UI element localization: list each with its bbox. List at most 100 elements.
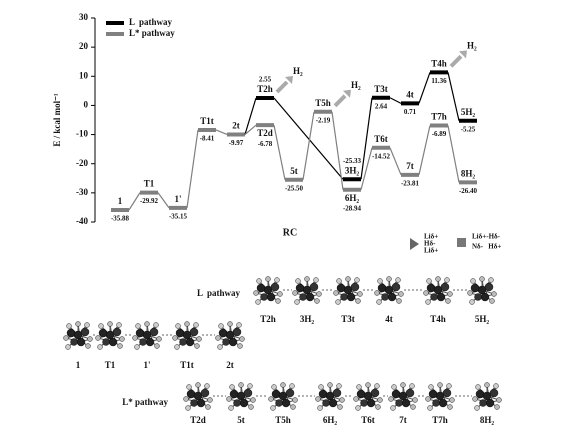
- atom: [135, 328, 145, 338]
- structure-label: T6t: [361, 415, 375, 425]
- atom: [314, 298, 320, 304]
- atom: [480, 292, 490, 302]
- atom: [285, 388, 295, 398]
- atom: [200, 388, 210, 398]
- structure-label: 1: [76, 360, 81, 370]
- atom: [189, 327, 199, 337]
- atom: [375, 404, 381, 410]
- connector: [128, 192, 141, 211]
- atom: [315, 396, 321, 402]
- atom: [336, 383, 342, 389]
- y-tick-label: 20: [79, 41, 89, 51]
- atom: [447, 404, 453, 410]
- atom: [116, 322, 122, 328]
- atom: [360, 399, 368, 407]
- atom: [225, 330, 235, 340]
- atom: [332, 388, 342, 398]
- atom: [154, 343, 160, 349]
- atom: [322, 399, 330, 407]
- atom: [409, 383, 415, 389]
- atom: [401, 398, 411, 408]
- state-label: T6t: [374, 134, 388, 144]
- legend-note: Liδ+: [424, 247, 438, 255]
- atom: [427, 405, 433, 411]
- energy-label: 11.36: [431, 77, 447, 85]
- structure-label: 7t: [399, 415, 407, 425]
- atom: [149, 327, 159, 337]
- connector: [157, 192, 170, 209]
- atom: [270, 282, 280, 292]
- atom: [425, 396, 431, 402]
- atom: [398, 291, 404, 297]
- atom: [316, 291, 322, 297]
- atom: [290, 404, 296, 410]
- state-label: T4h: [431, 58, 447, 68]
- state-label: 5t: [290, 166, 298, 176]
- atom: [218, 328, 228, 338]
- structure-label: T7h: [432, 415, 448, 425]
- structure-label: T5h: [275, 415, 291, 425]
- atom: [232, 327, 242, 337]
- atom: [237, 343, 243, 349]
- atom: [340, 293, 348, 301]
- connector: [331, 111, 344, 190]
- connector: [418, 72, 431, 104]
- atom: [355, 298, 361, 304]
- atom: [376, 299, 382, 305]
- row-title: L* pathway: [122, 397, 168, 407]
- square-icon: [457, 238, 466, 247]
- atom: [309, 282, 319, 292]
- atom: [318, 384, 324, 390]
- atom: [112, 327, 122, 337]
- structure-label: 5H₂: [475, 314, 490, 324]
- structure-label: 1': [143, 360, 150, 370]
- energy-label: -25.50: [285, 184, 304, 192]
- atom: [144, 321, 150, 327]
- energy-label: -6.89: [432, 130, 447, 138]
- atom: [294, 299, 300, 305]
- atom: [469, 299, 475, 305]
- state-label: 2t: [232, 121, 240, 131]
- structure-label: 8H₂: [480, 415, 495, 425]
- state-label: 1': [174, 194, 181, 204]
- atom: [479, 399, 487, 407]
- atom: [491, 291, 497, 297]
- atom: [472, 396, 478, 402]
- atom: [289, 383, 295, 389]
- h2-arrow-head: [285, 75, 293, 84]
- y-tick-label: -20: [76, 158, 88, 168]
- atom: [494, 404, 500, 410]
- connector: [360, 97, 373, 180]
- connector: [389, 97, 402, 104]
- atom: [356, 389, 366, 399]
- atom: [428, 389, 438, 399]
- structure-label: 2t: [226, 360, 234, 370]
- atom: [222, 338, 230, 346]
- atom: [215, 335, 221, 341]
- energy-label: 2.55: [259, 76, 272, 84]
- atom: [363, 391, 373, 401]
- atom: [442, 388, 452, 398]
- atom: [390, 405, 396, 411]
- atom: [194, 343, 200, 349]
- state-label: T2h: [257, 84, 273, 94]
- atom: [250, 397, 256, 403]
- atom: [135, 323, 141, 329]
- atom: [85, 343, 91, 349]
- atom: [182, 330, 192, 340]
- y-tick-label: 10: [79, 70, 89, 80]
- atom: [337, 404, 343, 410]
- atom: [346, 292, 356, 302]
- atom: [70, 338, 78, 346]
- atom: [400, 382, 406, 388]
- structure-label: 5t: [237, 415, 245, 425]
- atom: [356, 384, 362, 390]
- atom: [398, 391, 408, 401]
- atom: [134, 344, 140, 350]
- atom: [271, 384, 277, 390]
- atom: [172, 335, 178, 341]
- legend-note: Liδ+-Hδ-: [472, 233, 501, 241]
- connector: [418, 125, 431, 175]
- atom: [412, 397, 418, 403]
- y-tick-label: -40: [76, 216, 88, 226]
